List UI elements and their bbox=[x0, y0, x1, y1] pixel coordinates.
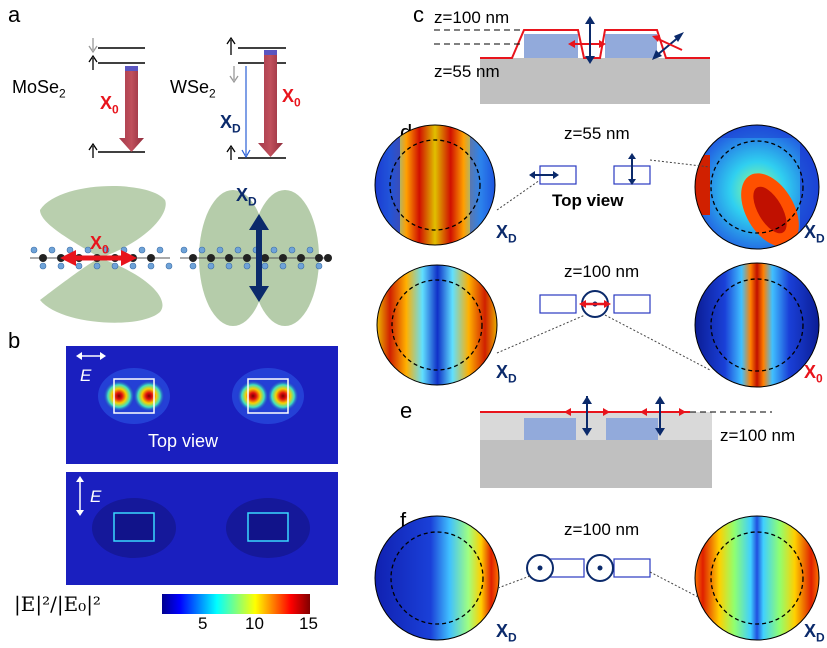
x0-label-wse2: X0 bbox=[282, 86, 301, 110]
f-xd-label-2: XD bbox=[804, 621, 825, 645]
colorbar bbox=[162, 594, 310, 614]
d-top-view-label: Top view bbox=[552, 191, 624, 210]
f-polar-map-right bbox=[694, 515, 820, 641]
mose2-energy-levels bbox=[88, 38, 145, 158]
d-xd-label-2: XD bbox=[804, 222, 825, 246]
d-polar-map-top-right bbox=[694, 124, 820, 250]
f-z-label: z=100 nm bbox=[564, 520, 640, 539]
field-map-inplane bbox=[66, 346, 338, 464]
panel-a-diagram bbox=[30, 36, 332, 326]
top-view-label-b: Top view bbox=[148, 431, 219, 451]
wse2-label: WSe2 bbox=[170, 77, 216, 101]
wse2-energy-levels bbox=[226, 36, 286, 160]
field-e-label-top: E bbox=[80, 366, 92, 385]
colorbar-label: |E|²/|E₀|² bbox=[14, 592, 101, 616]
d-z-top: z=55 nm bbox=[564, 124, 630, 143]
c-dipole-horizontal bbox=[568, 40, 606, 48]
c-z-top: z=100 nm bbox=[434, 8, 510, 27]
colorbar-tick-15: 15 bbox=[299, 614, 318, 633]
bright-dipole-arrow bbox=[60, 250, 137, 266]
panel-label-e: e bbox=[400, 398, 413, 423]
panel-label-a: a bbox=[8, 2, 21, 27]
d-top-view-pillars bbox=[496, 153, 711, 211]
d-polar-map-top-left bbox=[374, 124, 496, 246]
xd-label-wse2: XD bbox=[220, 112, 241, 136]
mose2-label: MoSe2 bbox=[12, 77, 66, 101]
field-e-label-bottom: E bbox=[90, 487, 102, 506]
wse2-lattice bbox=[180, 246, 332, 270]
d-x0-label: X0 bbox=[804, 362, 823, 386]
field-map-outofplane bbox=[66, 472, 338, 585]
panel-d-polar-maps bbox=[374, 124, 820, 388]
f-polar-map-left bbox=[374, 515, 500, 641]
c-z-bottom: z=55 nm bbox=[434, 62, 500, 81]
e-dipoles bbox=[564, 396, 686, 436]
bright-exciton-emission-lobes bbox=[40, 186, 166, 323]
d-polar-map-bottom-right bbox=[694, 262, 820, 388]
panel-label-f: f bbox=[400, 508, 407, 533]
c-dipole-vertical bbox=[585, 16, 595, 64]
colorbar-tick-5: 5 bbox=[198, 614, 208, 633]
d-z-bottom: z=100 nm bbox=[564, 262, 640, 281]
dark-dipole-arrow bbox=[249, 214, 269, 302]
d-polar-map-bottom-left bbox=[376, 264, 498, 386]
panel-label-b: b bbox=[8, 328, 21, 353]
e-z-label: z=100 nm bbox=[720, 426, 796, 445]
panel-f-polar-maps bbox=[374, 515, 820, 641]
d-xd-label-3: XD bbox=[496, 362, 517, 386]
f-xd-label-1: XD bbox=[496, 621, 517, 645]
panel-c-cross-section bbox=[434, 16, 710, 104]
f-pillars bbox=[497, 554, 701, 599]
colorbar-tick-10: 10 bbox=[245, 614, 264, 633]
x0-label-lattice: X0 bbox=[90, 233, 109, 257]
x0-label-levels: X0 bbox=[100, 93, 119, 117]
d-bottom-pillars bbox=[496, 290, 711, 371]
panel-e-cross-section bbox=[480, 396, 772, 488]
c-dipole-tilted bbox=[652, 32, 684, 60]
panel-label-c: c bbox=[413, 2, 424, 27]
d-xd-label-1: XD bbox=[496, 222, 517, 246]
xd-label-lattice: XD bbox=[236, 185, 257, 209]
